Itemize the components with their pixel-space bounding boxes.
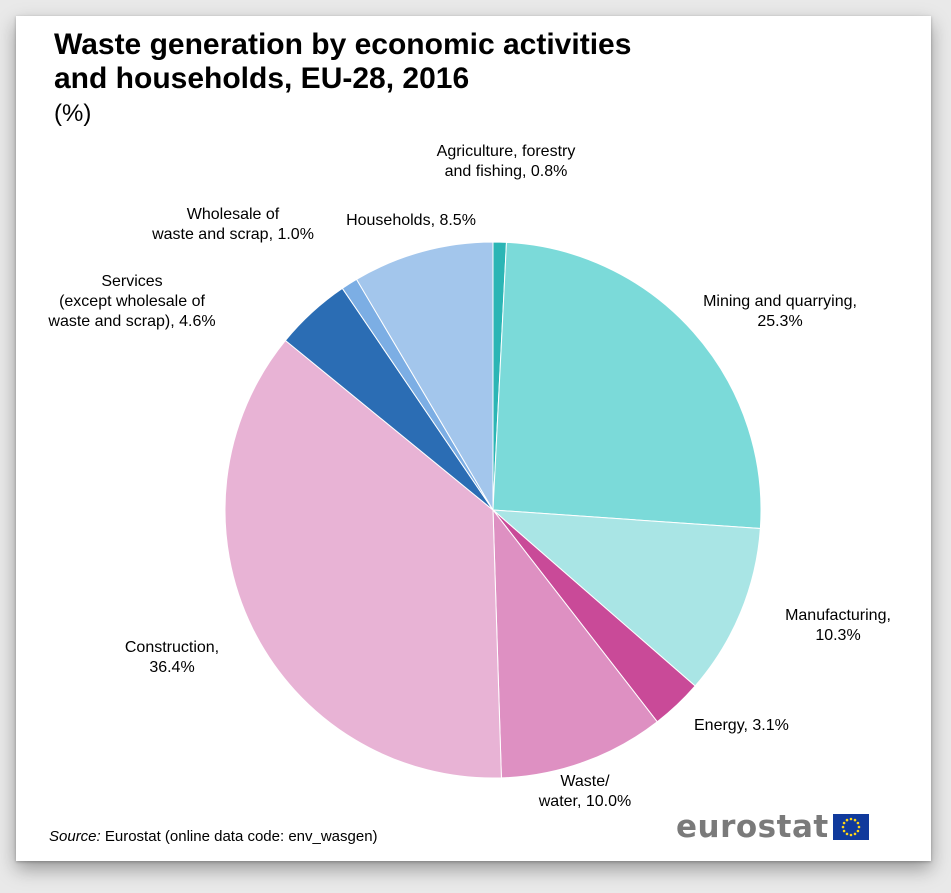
pie-label-3: Energy, 3.1% [694, 717, 789, 734]
eurostat-wordmark: eurostat [676, 809, 829, 845]
pie-label-4-line-0: Waste/ [560, 773, 610, 790]
pie-label-1: Mining and quarrying, 25.3% [703, 293, 857, 330]
pie-label-4: Waste/water, 10.0% [538, 773, 632, 810]
pie-label-7-line-0: Wholesale of [187, 206, 280, 223]
eu-flag-star [842, 821, 846, 825]
source-text: Eurostat (online data code: env_wasgen) [100, 828, 378, 845]
chart-subtitle: (%) [54, 100, 92, 127]
pie-label-0: Agriculture, forestry and fishing, 0.8% [437, 143, 576, 180]
pie-slices [224, 241, 762, 779]
pie-label-5: Construction, 36.4% [125, 639, 219, 676]
chart-title-line-2: and households, EU-28, 2016 [54, 62, 470, 95]
pie-slice-4 [492, 508, 658, 779]
eu-flag-star [842, 829, 846, 833]
pie-label-6-line-0: Services [101, 273, 162, 290]
chart-title-line-1: Waste generation by economic activities [54, 28, 632, 61]
pie-label-8: Households, 8.5% [346, 212, 476, 229]
pie-slice-8 [355, 241, 494, 512]
eu-flag-star [849, 833, 853, 837]
pie-label-2: Manufacturing, 10.3% [785, 607, 891, 644]
pie-slice-1 [492, 241, 762, 530]
eu-flag-star [856, 829, 859, 833]
pie-label-5-line-1: 36.4% [149, 659, 194, 676]
eu-flag-star [853, 818, 857, 822]
eu-flag-star [857, 825, 861, 829]
pie-label-1-line-1: 25.3% [757, 313, 802, 330]
pie-chart: Agriculture, forestry and fishing, 0.8% Mi… [47, 143, 891, 810]
pie-label-4-line-1: water, 10.0% [538, 793, 632, 810]
eu-flag-star [841, 825, 845, 829]
pie-label-6-line-1: (except wholesale of [59, 293, 205, 310]
pie-label-0-line-1: and fishing, 0.8% [445, 163, 568, 180]
eurostat-logo: eurostat [676, 809, 869, 845]
pie-label-7-line-1: waste and scrap, 1.0% [151, 226, 314, 243]
pie-slice-5 [224, 339, 502, 779]
chart-card: Waste generation by economic activities … [16, 16, 931, 861]
pie-label-2-line-0: Manufacturing, [785, 607, 891, 624]
eu-flag-star [853, 832, 857, 836]
pie-label-6-line-2: waste and scrap), 4.6% [47, 313, 215, 330]
pie-label-2-line-1: 10.3% [815, 627, 860, 644]
pie-label-3-line-0: Energy, 3.1% [694, 717, 789, 734]
eu-flag-star [849, 817, 853, 821]
pie-slice-2 [491, 509, 761, 687]
eu-flag-star [856, 821, 859, 825]
pie-label-1-line-0: Mining and quarrying, [703, 293, 857, 310]
eu-flag-icon [832, 814, 869, 840]
eu-flag-star [845, 832, 849, 836]
pie-label-0-line-0: Agriculture, forestry [437, 143, 576, 160]
pie-label-8-line-0: Households, 8.5% [346, 212, 476, 229]
source-note: Source: Eurostat (online data code: env_… [49, 828, 378, 845]
pie-label-6: Services (except wholesale of waste and sc… [47, 273, 215, 330]
source-label: Source: [49, 828, 101, 845]
pie-labels: Agriculture, forestry and fishing, 0.8% Mi… [47, 143, 891, 810]
eu-flag-star [845, 818, 849, 822]
pie-label-7: Wholesale of waste and scrap, 1.0% [151, 206, 314, 243]
pie-label-5-line-0: Construction, [125, 639, 219, 656]
chart-title: Waste generation by economic activities … [54, 28, 631, 96]
